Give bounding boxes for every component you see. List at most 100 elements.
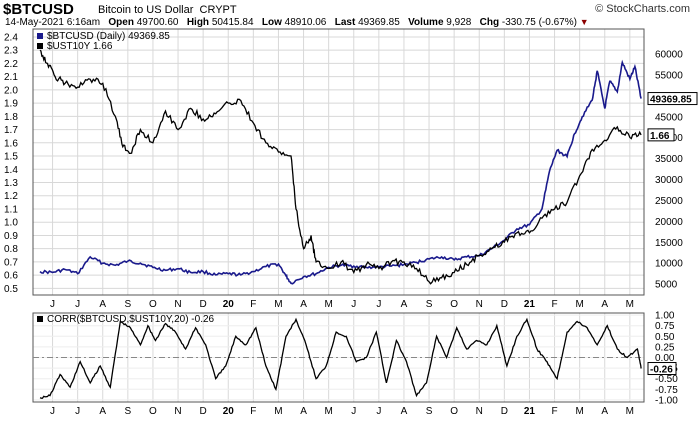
volume-label: Volume (408, 17, 444, 28)
y-left-tick-label: 0.9 (4, 231, 18, 242)
x-tick-label: M (575, 299, 583, 310)
corr-y-tick-label: -1.00 (655, 395, 678, 406)
corr-x-tick-label: N (174, 406, 181, 417)
y-right-tick-label: 15000 (655, 238, 683, 249)
corr-y-tick-label: 0.75 (655, 321, 675, 332)
symbol-desc-text: Bitcoin to US Dollar (98, 4, 194, 16)
corr-x-tick-label: J (75, 406, 80, 417)
corr-x-tick-label: A (601, 406, 608, 417)
y-right-tick-label: 5000 (655, 280, 678, 291)
series-layer (39, 49, 642, 399)
y-left-tick-label: 2.0 (4, 85, 18, 96)
last-label: Last (334, 17, 356, 28)
y-left-tick-label: 2.3 (4, 46, 18, 57)
legend-swatch (37, 33, 43, 39)
y-right-tick-label: 60000 (655, 50, 683, 61)
ust-series-line (39, 49, 642, 285)
open-label: Open (108, 17, 134, 28)
corr-x-tick-label: J (351, 406, 356, 417)
y-left-tick-label: 1.8 (4, 112, 18, 123)
corr-x-tick-label: A (99, 406, 106, 417)
y-left-tick-label: 1.9 (4, 99, 18, 110)
corr-x-tick-label: J (50, 406, 55, 417)
y-right-tick-label: 30000 (655, 175, 683, 186)
y-left-tick-label: 1.2 (4, 191, 18, 202)
chg-label: Chg (479, 17, 500, 28)
y-left-tick-label: 0.7 (4, 257, 18, 268)
y-right-tick-label: 45000 (655, 112, 683, 123)
corr-series-line (39, 317, 642, 399)
y-left-tick-label: 1.7 (4, 125, 18, 136)
y-left-tick-label: 0.8 (4, 244, 18, 255)
x-tick-label: J (50, 299, 55, 310)
x-tick-label: M (274, 299, 282, 310)
corr-y-tick-label: -0.75 (655, 385, 678, 396)
ust-last-badge-box (647, 128, 675, 142)
x-tick-label: 21 (524, 299, 536, 310)
y-left-tick-label: 1.4 (4, 165, 18, 176)
corr-x-tick-label: S (426, 406, 433, 417)
corr-x-tick-label: 20 (223, 406, 235, 417)
y-right-tick-label: 55000 (655, 71, 683, 82)
y-left-tick-label: 1.3 (4, 178, 18, 189)
corr-x-tick-label: M (626, 406, 634, 417)
corr-y-tick-label: 0.00 (655, 353, 675, 364)
tick-labels: J J J J A A S S O O N N D D 20 20 F F M M A A M M J J J J A A S S O O N N D D… (4, 32, 683, 417)
ust-last-badge: 1.66 (650, 131, 670, 142)
legend-label: $BTCUSD (Daily) 49369.85 (47, 31, 170, 42)
corr-y-tick-label: 0.25 (655, 342, 675, 353)
x-tick-label: 20 (223, 299, 235, 310)
quote-bar: 14-May-2021 6:16am Open 49700.60 High 50… (5, 17, 589, 28)
corr-x-tick-label: A (300, 406, 307, 417)
x-tick-label: D (200, 299, 207, 310)
x-tick-label: A (401, 299, 408, 310)
y-left-tick-label: 1.1 (4, 204, 18, 215)
x-tick-label: A (99, 299, 106, 310)
corr-x-tick-label: S (125, 406, 132, 417)
x-tick-label: A (300, 299, 307, 310)
high-label: High (186, 17, 210, 28)
x-tick-label: N (174, 299, 181, 310)
y-right-tick-label: 20000 (655, 217, 683, 228)
main-grid (33, 29, 644, 295)
corr-x-tick-label: M (324, 406, 332, 417)
corr-x-tick-label: F (250, 406, 256, 417)
corr-x-tick-label: D (501, 406, 508, 417)
y-left-tick-label: 0.5 (4, 284, 18, 295)
y-right-tick-label: 35000 (655, 154, 683, 165)
x-tick-label: M (324, 299, 332, 310)
corr-x-tick-label: D (200, 406, 207, 417)
x-tick-label: S (426, 299, 433, 310)
open-value: 49700.60 (136, 17, 179, 28)
volume-value: 9,928 (446, 17, 472, 28)
high-value: 50415.84 (211, 17, 254, 28)
symbol-exchange: CRYPT (199, 4, 237, 16)
x-tick-label: J (376, 299, 381, 310)
legend-label: $UST10Y 1.66 (47, 41, 113, 52)
y-left-tick-label: 2.1 (4, 72, 18, 83)
corr-title: CORR($BTCUSD,$UST10Y,20) -0.26 (47, 314, 215, 325)
legend-swatch (37, 43, 43, 49)
y-right-tick-label: 25000 (655, 196, 683, 207)
corr-x-tick-label: A (401, 406, 408, 417)
x-tick-label: J (75, 299, 80, 310)
x-tick-label: F (551, 299, 557, 310)
quote-date: 14-May-2021 6:16am (5, 17, 101, 28)
down-triangle-icon: ▼ (579, 17, 589, 27)
corr-x-tick-label: O (149, 406, 157, 417)
y-left-tick-label: 0.6 (4, 271, 18, 282)
y-left-tick-label: 2.4 (4, 32, 18, 43)
corr-last-badge: -0.26 (650, 365, 673, 376)
corr-x-tick-label: J (376, 406, 381, 417)
corr-y-tick-label: 1.00 (655, 311, 675, 322)
low-label: Low (261, 17, 282, 28)
corr-last-badge-box (647, 362, 677, 376)
x-tick-label: J (351, 299, 356, 310)
low-value: 48910.06 (284, 17, 327, 28)
y-right-tick-label: 10000 (655, 259, 683, 270)
corr-y-tick-label: 0.50 (655, 332, 675, 343)
x-tick-label: M (626, 299, 634, 310)
corr-x-tick-label: M (274, 406, 282, 417)
legend: $BTCUSD (Daily) 49369.85$UST10Y 1.66 CORR… (37, 31, 215, 325)
